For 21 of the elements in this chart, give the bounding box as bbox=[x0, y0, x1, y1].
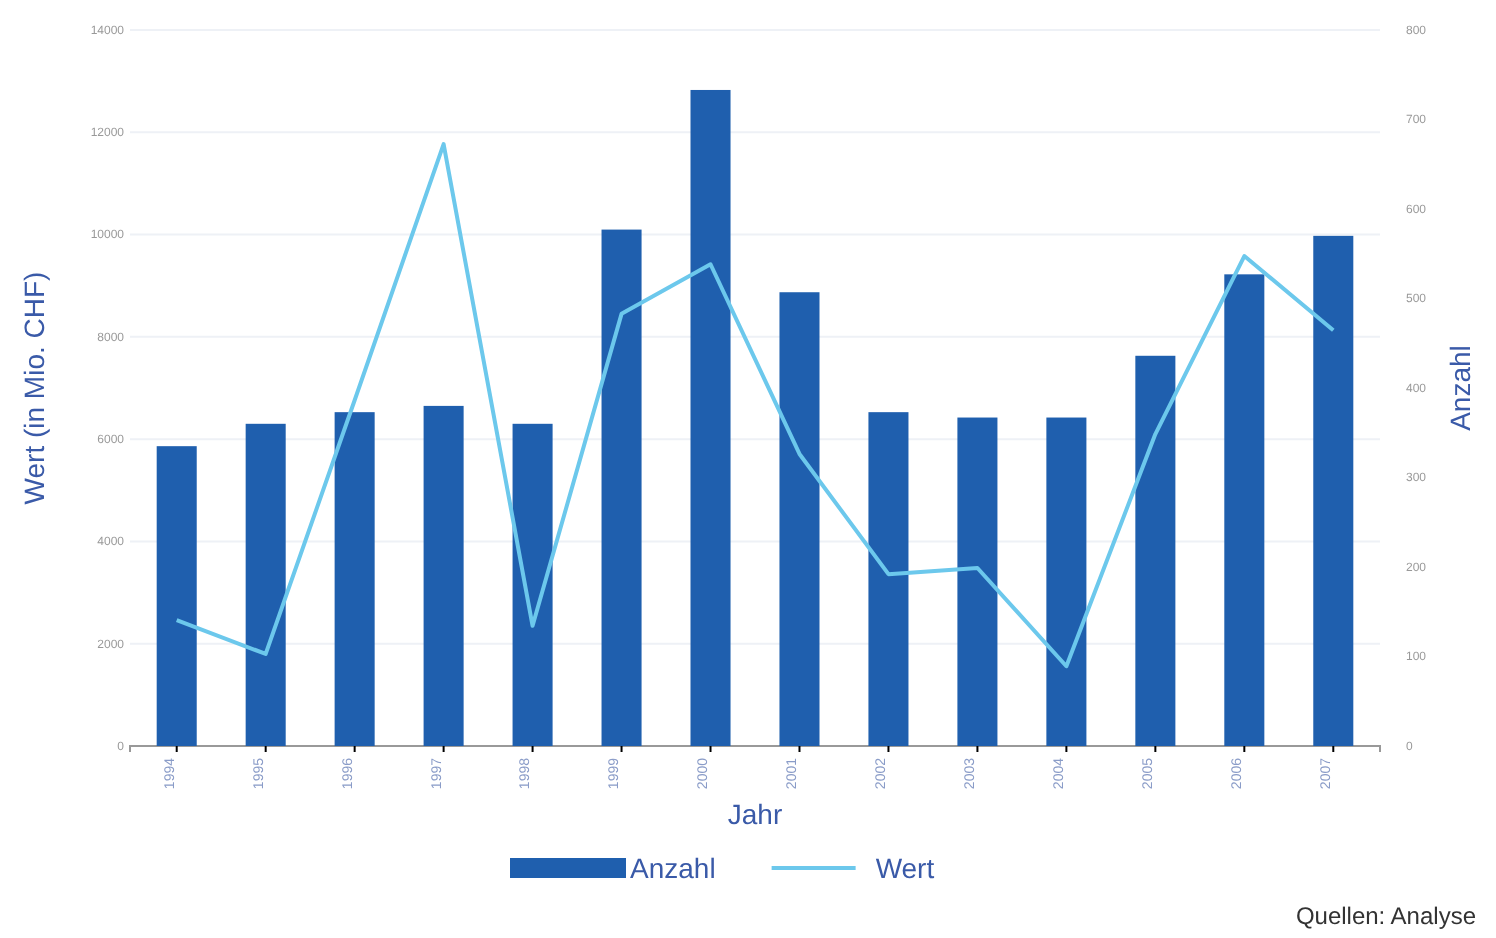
bar bbox=[156, 446, 197, 746]
source-note: Quellen: Analyse bbox=[1295, 902, 1477, 930]
bar bbox=[1224, 274, 1265, 746]
bar bbox=[423, 405, 464, 746]
bar bbox=[245, 423, 286, 746]
bar bbox=[512, 423, 553, 746]
bar bbox=[334, 412, 375, 746]
line-series bbox=[174, 142, 1336, 669]
bar bbox=[1313, 235, 1354, 746]
bar bbox=[957, 417, 998, 746]
x-axis-title: Jahr bbox=[727, 798, 783, 830]
bar bbox=[779, 292, 820, 746]
bar bbox=[1046, 417, 1087, 746]
bar bbox=[601, 229, 642, 746]
bar bbox=[690, 89, 731, 746]
bar bbox=[868, 412, 909, 746]
y2-axis-title: Anzahl bbox=[1444, 345, 1476, 431]
y-axis-title: Wert (in Mio. CHF) bbox=[18, 271, 50, 505]
legend-label: Anzahl bbox=[630, 851, 716, 884]
bar bbox=[1135, 355, 1176, 746]
legend-label: Wert bbox=[875, 851, 935, 884]
